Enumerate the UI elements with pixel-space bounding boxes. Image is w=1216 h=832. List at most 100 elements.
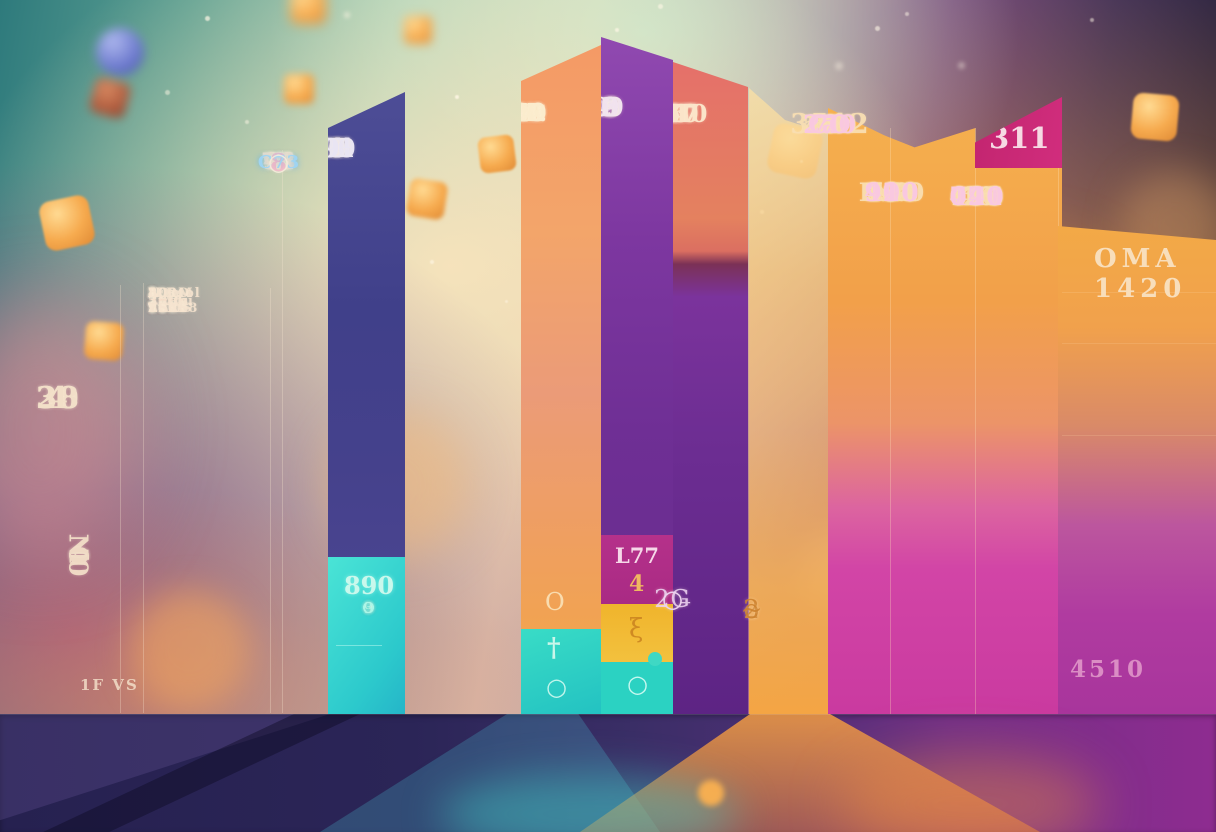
cell-text: 70 — [811, 109, 849, 139]
bokeh-dot-28 — [245, 120, 249, 124]
cell-text: 2 — [967, 182, 987, 211]
cell-text: 2 90rr — [148, 286, 184, 316]
cell-text: 30 — [36, 380, 80, 416]
salmon-teal-panel: † ○ — [521, 629, 601, 714]
yellow-glyph: ξ — [629, 614, 644, 644]
cell-text: 3 SvRI — [148, 286, 186, 316]
bokeh-dot-0 — [205, 16, 210, 21]
cell-text: 13 — [655, 99, 691, 128]
cell-text: 2 — [593, 95, 609, 121]
cell-text: 100 — [864, 178, 920, 207]
cell-text: .49 — [576, 93, 626, 123]
floating-cube-0 — [96, 28, 144, 76]
cell-text: 100 — [949, 182, 1005, 211]
far-right-panel — [1058, 226, 1216, 714]
cell-text: 500 — [802, 109, 858, 139]
cell-text: 28 — [36, 380, 80, 416]
cell-text: 298 — [864, 178, 920, 207]
bokeh-dot-16 — [658, 4, 663, 9]
circle-glyph: ○ — [627, 670, 648, 698]
cyan-doodle-4: 3 — [358, 599, 380, 617]
bokeh-dot-2 — [455, 95, 459, 99]
cell-text: 4 — [47, 380, 69, 416]
cell-text: 3512 — [790, 108, 870, 140]
floor-orange-dot — [698, 780, 724, 806]
cell-text: 4 — [664, 99, 682, 128]
cell-text: 7 — [820, 109, 840, 139]
cell-text: 2nRs — [148, 293, 189, 309]
cyan-doodle-1: O — [358, 598, 380, 617]
cell-text: 957 — [646, 99, 700, 128]
cell-text: 6 — [513, 101, 529, 123]
cell-text: 86 — [581, 93, 621, 123]
cell-text: 123 — [949, 182, 1005, 211]
left-footer-text: 1F VS — [80, 676, 139, 694]
cell-text: 50ck — [148, 293, 188, 309]
cell-text: 66 — [308, 134, 348, 164]
cell-text: 40° — [804, 109, 856, 139]
cell-text: O — [362, 598, 376, 617]
bokeh-dot-4 — [505, 300, 508, 303]
circle-glyph: ○ — [546, 673, 567, 701]
cell-text: 50 — [958, 182, 996, 211]
cyan-doodle-0: 9 — [358, 598, 380, 617]
faint-grid-line — [1062, 435, 1216, 436]
cell-text: ○ — [662, 585, 684, 613]
magenta-row-label: 4 — [629, 571, 645, 597]
purple-yellow-panel: ξ — [601, 604, 673, 662]
cell-text: o — [743, 595, 761, 625]
cell-text: 9 — [882, 178, 902, 207]
cell-text: 90 — [581, 93, 621, 123]
cyan-doodle-3: O — [358, 598, 380, 617]
wall-divider-line — [270, 288, 271, 713]
floating-cube-10 — [404, 16, 432, 44]
bokeh-dot-18 — [905, 12, 909, 16]
bokeh-dot-3 — [430, 260, 434, 264]
cell-text: 3.5m — [148, 293, 189, 309]
cell-text: E.80 — [858, 178, 926, 207]
cell-text: 74 — [262, 149, 296, 175]
floating-cube-3 — [290, 0, 326, 24]
cell-text: 3Omol ES — [148, 286, 201, 316]
grid-line — [890, 128, 891, 714]
cell-text: 3M0u — [148, 293, 194, 309]
floor — [0, 714, 1216, 832]
cell-text: 800M 7S — [148, 286, 194, 316]
cell-text: 8 — [270, 149, 288, 175]
cell-text: 040 — [949, 182, 1005, 211]
cell-text: 2Ǥ — [654, 585, 692, 613]
bokeh-dot-29 — [165, 90, 170, 95]
cell-text: 161 — [864, 178, 920, 207]
cell-text: 46 — [958, 182, 996, 211]
cross-glyph: † — [547, 633, 561, 663]
cell-text: 800 — [299, 134, 357, 164]
cell-text: 9 — [363, 598, 375, 617]
cell-text: :27 — [498, 97, 544, 127]
cell-text: 6 — [820, 109, 840, 139]
cell-text: O — [362, 598, 376, 617]
cell-text: oeu — [816, 116, 844, 131]
cell-text: IERO 1LAS — [148, 286, 191, 316]
cell-text: 99¹ — [302, 134, 354, 164]
cell-text: 49 — [581, 93, 621, 123]
salmon-o-glyph: O — [545, 588, 565, 616]
wall-divider-line — [282, 150, 283, 713]
cyan-doodle-5: O — [358, 598, 380, 617]
cell-text: X0 — [872, 178, 912, 207]
cell-text: 98 — [262, 149, 296, 175]
cell-text: 4 TEUS — [148, 286, 193, 316]
floor-teal-glow — [440, 774, 740, 832]
floating-cube-6 — [405, 177, 449, 221]
crimson-column: 4 13 137 230 777 957 95 240 1510 — [673, 62, 748, 714]
gold-grid-panel — [828, 108, 1062, 714]
cell-text: A 180 — [148, 286, 179, 316]
cell-text: ○ — [268, 148, 290, 176]
cell-text: 00 — [308, 134, 348, 164]
faint-grid-line — [1062, 343, 1216, 344]
cell-text: 685 — [949, 182, 1005, 211]
cell-text: O — [362, 598, 376, 617]
cell-text: .20 — [953, 182, 1001, 211]
cell-text: E5 — [308, 134, 348, 164]
cell-text: 2a0 — [803, 109, 857, 139]
